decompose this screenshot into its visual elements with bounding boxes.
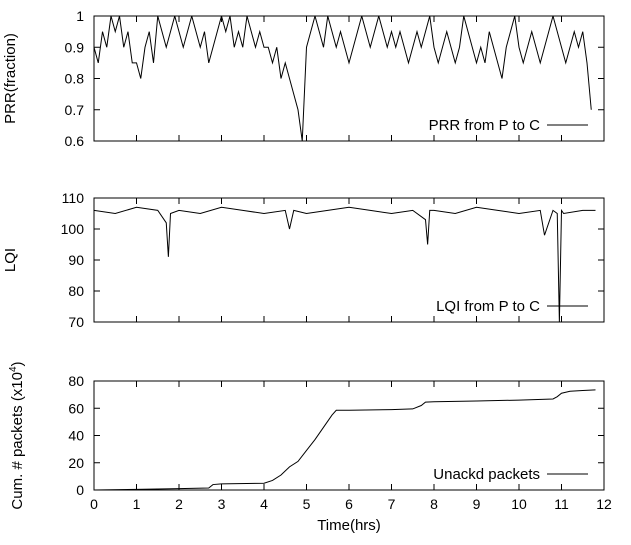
y-tick-label: 0.7 xyxy=(65,102,85,118)
x-tick-label: 7 xyxy=(388,496,396,512)
y-tick-label: 80 xyxy=(68,373,84,389)
legend-label: Unackd packets xyxy=(433,466,540,483)
series-line xyxy=(94,206,596,322)
y-axis-label: LQI xyxy=(2,248,19,272)
x-tick-label: 10 xyxy=(511,496,527,512)
y-tick-label: 0.8 xyxy=(65,71,85,87)
x-tick-label: 11 xyxy=(554,496,569,512)
y-tick-label: 90 xyxy=(68,252,84,268)
series-line xyxy=(94,389,596,490)
y-tick-label: 60 xyxy=(68,400,84,416)
x-tick-label: 6 xyxy=(345,496,353,512)
y-tick-label: 100 xyxy=(61,221,85,237)
y-tick-label: 0.6 xyxy=(65,133,85,149)
legend-label: PRR from P to C xyxy=(429,117,541,134)
x-tick-label: 12 xyxy=(596,496,612,512)
y-tick-label: 70 xyxy=(68,314,84,330)
x-tick-label: 8 xyxy=(430,496,438,512)
y-tick-label: 20 xyxy=(68,455,84,471)
y-tick-label: 1 xyxy=(76,8,84,24)
x-tick-label: 1 xyxy=(133,496,141,512)
x-tick-label: 2 xyxy=(175,496,183,512)
x-tick-label: 4 xyxy=(260,496,268,512)
y-axis-label-superscript: 4 xyxy=(8,366,19,372)
series-line xyxy=(94,16,592,141)
y-axis-label: PRR(fraction) xyxy=(2,33,19,124)
y-tick-label: 80 xyxy=(68,283,84,299)
panel-1: 0.6 0.7 0.8 0.9 1 PRR(fraction) PRR from P to … xyxy=(2,8,605,149)
y-tick-label: 0 xyxy=(76,482,84,498)
x-tick-label: 5 xyxy=(303,496,311,512)
y-tick-label: 110 xyxy=(62,190,85,206)
panel-2: 70 80 90 100 110 LQI LQI from P to C xyxy=(2,190,605,330)
x-tick-label: 9 xyxy=(473,496,481,512)
y-axis-label-suffix: ) xyxy=(9,361,26,366)
y-tick-label: 0.9 xyxy=(65,39,85,55)
x-axis-label: Time(hrs) xyxy=(317,517,381,534)
y-axis-label: Cum. # packets (x104) xyxy=(8,361,26,509)
y-tick-label: 40 xyxy=(68,428,84,444)
x-tick-label: 0 xyxy=(90,496,98,512)
x-tick-label: 3 xyxy=(218,496,226,512)
legend-label: LQI from P to C xyxy=(436,298,540,315)
